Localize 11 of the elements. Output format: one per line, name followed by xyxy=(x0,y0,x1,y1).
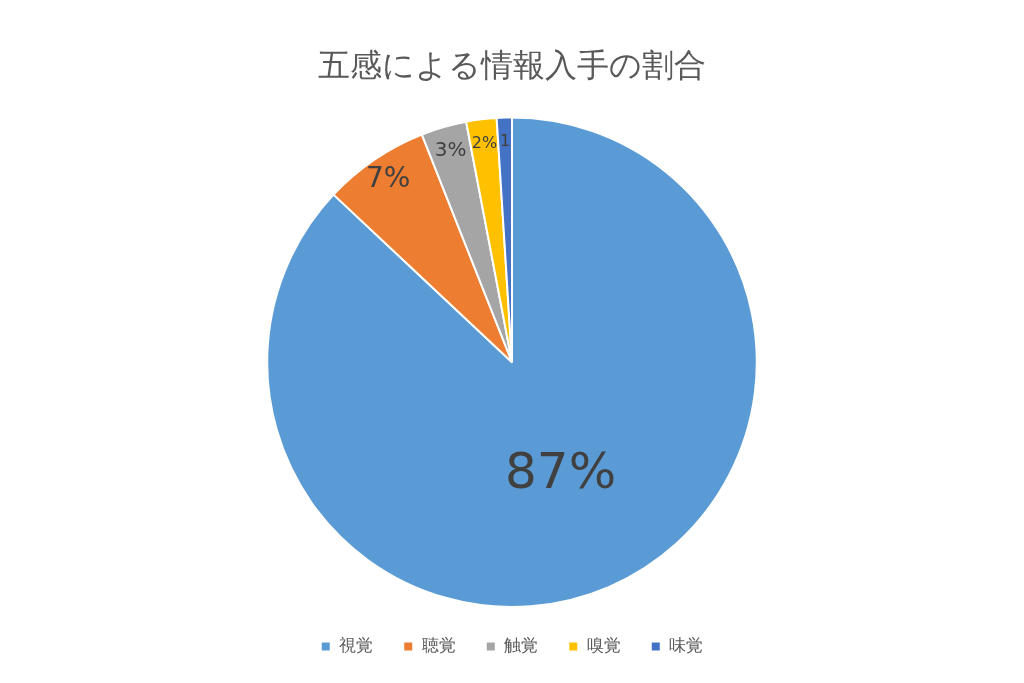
data-label: 2% xyxy=(471,132,498,152)
data-label: 87% xyxy=(505,441,617,500)
legend-label: 味覚 xyxy=(669,634,704,655)
chart-title: 五感による情報入手の割合 xyxy=(318,45,706,84)
legend-label: 聴覚 xyxy=(421,634,456,655)
legend-label: 嗅覚 xyxy=(586,634,621,655)
legend-label: 視覚 xyxy=(339,634,374,655)
data-label: 7% xyxy=(365,161,411,195)
data-label: 3% xyxy=(434,136,467,161)
legend-label: 触覚 xyxy=(504,634,539,655)
data-label: 1 xyxy=(499,131,511,151)
